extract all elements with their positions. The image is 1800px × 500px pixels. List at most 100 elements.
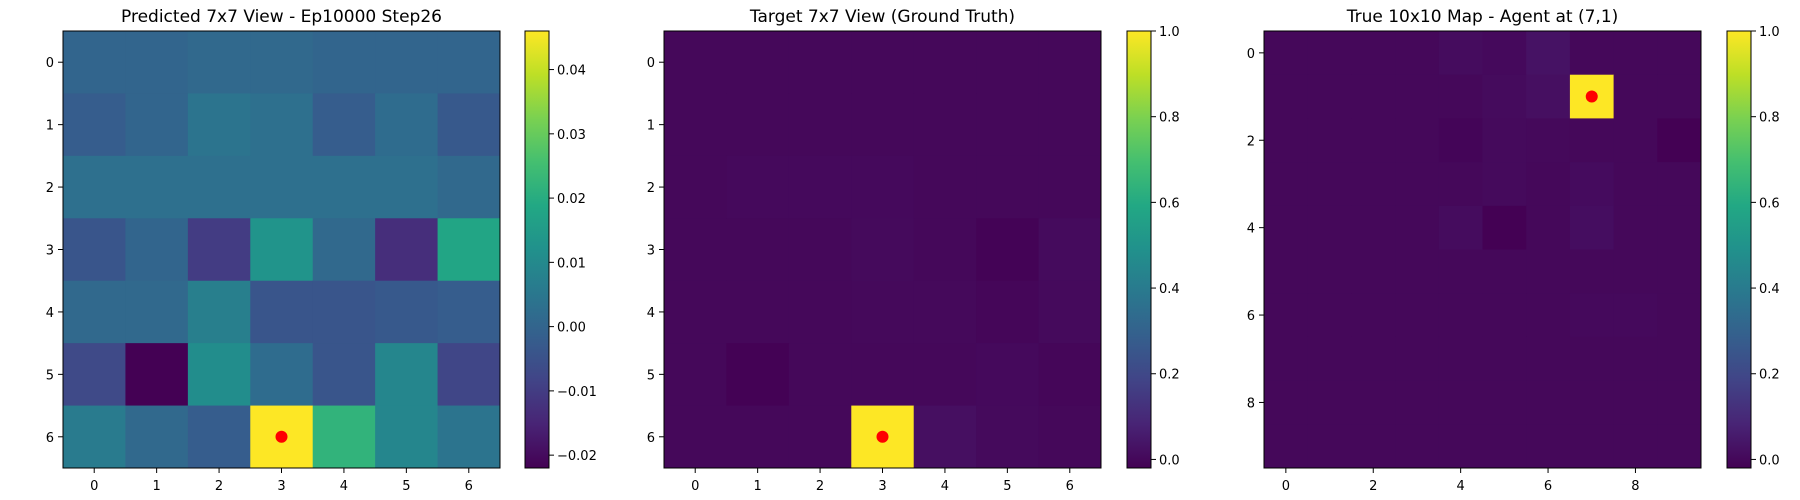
- heatmap-cell-r4-c1: [726, 280, 790, 344]
- y-tick-label: 5: [647, 368, 655, 383]
- panel-target: Target 7x7 View (Ground Truth) 0 1 2 3 4 5 6 0 1 2…: [647, 7, 1180, 494]
- colorbar-frame: [524, 30, 550, 469]
- heatmap-cell-r4-c4: [913, 280, 977, 344]
- heatmap-cell-r4-c1: [1307, 205, 1352, 250]
- heatmap-cell-r6-c3: [1395, 293, 1440, 338]
- heatmap-cell-r1-c4: [312, 93, 376, 157]
- heatmap-cell-r1-c9: [1657, 74, 1702, 119]
- heatmap-cell-r1-c2: [1351, 74, 1396, 119]
- heatmap-cell-r7-c2: [1351, 336, 1396, 382]
- heatmap-cell-r3-c0: [664, 218, 727, 282]
- heatmap-cell-r6-c2: [788, 405, 852, 469]
- heatmap-cell-r1-c6: [1526, 74, 1571, 119]
- heatmap-cell-r7-c1: [1307, 336, 1352, 382]
- heatmap-cell-r3-c2: [788, 218, 852, 282]
- heatmap-cell-r3-c4: [312, 218, 376, 282]
- colorbar-frame: [1726, 30, 1752, 469]
- heatmap-cell-r1-c0: [63, 93, 126, 157]
- heatmap-cell-r6-c1: [1307, 293, 1352, 338]
- x-tick-label: 1: [153, 479, 161, 494]
- heatmap-cell-r3-c0: [1264, 162, 1309, 207]
- y-tick-label: 4: [46, 306, 54, 321]
- heatmap-cell-r3-c1: [125, 218, 189, 282]
- heatmap-cell-r0-c3: [851, 31, 915, 94]
- heatmap-cell-r1-c0: [664, 93, 727, 157]
- heatmap-cell-r7-c7: [1569, 336, 1615, 382]
- heatmap-cell-r2-c1: [1307, 118, 1352, 163]
- heatmap-cell-r5-c4: [913, 343, 977, 407]
- heatmap-cell-r0-c6: [437, 31, 501, 94]
- heatmap-cell-r3-c3: [1395, 162, 1440, 207]
- y-tick-label: 0: [647, 56, 655, 71]
- heatmap-cell-r4-c2: [788, 280, 852, 344]
- heatmap-cell-r3-c3: [250, 218, 314, 282]
- heatmap-cell-r0-c5: [1482, 31, 1527, 76]
- heatmap-cell-r5-c2: [187, 343, 251, 407]
- heatmap-cell-r2-c4: [312, 155, 376, 219]
- heatmap-cell-r4-c5: [375, 280, 439, 344]
- heatmap-cell-r1-c0: [1264, 74, 1309, 119]
- heatmap-cell-r3-c5: [976, 218, 1040, 282]
- y-tick-label: 2: [647, 181, 655, 196]
- heatmap-cell-r3-c7: [1569, 162, 1615, 207]
- x-tick-label: 2: [1369, 479, 1377, 494]
- agent-marker: [876, 430, 889, 443]
- x-tick-label: 4: [1457, 479, 1465, 494]
- heatmap-cell-r3-c0: [63, 218, 126, 282]
- heatmap-cell-r6-c5: [976, 405, 1040, 469]
- colorbar: [1727, 31, 1751, 468]
- heatmap-cell-r0-c4: [913, 31, 977, 94]
- heatmap-cell-r9-c6: [1526, 424, 1571, 469]
- heatmap-cell-r6-c1: [125, 405, 189, 469]
- heatmap-cell-r5-c0: [63, 343, 126, 407]
- heatmap-cell-r3-c1: [726, 218, 790, 282]
- heatmap-cell-r8-c9: [1657, 380, 1702, 425]
- x-tick-label: 0: [1282, 479, 1290, 494]
- heatmap-cell-r9-c0: [1264, 424, 1309, 469]
- heatmap-cell-r0-c4: [312, 31, 376, 94]
- heatmap-cell-r2-c6: [1038, 155, 1102, 219]
- x-tick-label: 3: [878, 479, 886, 494]
- heatmap-cell-r9-c7: [1569, 424, 1615, 469]
- colorbar-tick-label: 0.01: [557, 256, 586, 271]
- heatmap-cell-r6-c6: [1038, 405, 1102, 469]
- heatmap-cell-r4-c0: [1264, 205, 1309, 250]
- colorbar-tick-label: −0.02: [557, 449, 597, 464]
- heatmap-cell-r4-c4: [1438, 205, 1483, 250]
- y-tick-label: 1: [46, 119, 54, 134]
- chart-title-predicted: Predicted 7x7 View - Ep10000 Step26: [121, 7, 442, 27]
- colorbar-tick-label: 0.0: [1159, 453, 1180, 468]
- heatmap-cell-r8-c6: [1526, 380, 1571, 425]
- heatmap-cell-r4-c0: [664, 280, 727, 344]
- heatmap-cell-r1-c5: [1482, 74, 1527, 119]
- heatmap-cell-r8-c2: [1351, 380, 1396, 425]
- x-tick-label: 0: [691, 479, 699, 494]
- heatmap-cell-r4-c2: [1351, 205, 1396, 250]
- heatmap-cell-r6-c4: [1438, 293, 1483, 338]
- heatmap-cell-r8-c7: [1569, 380, 1615, 425]
- colorbar-tick-label: 0.4: [1759, 282, 1780, 297]
- colorbar-tick-label: 0.00: [557, 321, 586, 336]
- x-tick-label: 5: [402, 479, 410, 494]
- heatmap-cell-r4-c7: [1569, 205, 1615, 250]
- heatmap-cell-r7-c6: [1526, 336, 1571, 382]
- heatmap-cell-r4-c5: [976, 280, 1040, 344]
- heatmap-cell-r6-c8: [1613, 293, 1658, 338]
- heatmap-cell-r2-c3: [851, 155, 915, 219]
- x-tick-label: 3: [277, 479, 285, 494]
- heatmap-cell-r1-c1: [125, 93, 189, 157]
- heatmap-cell-r0-c8: [1613, 31, 1658, 76]
- heatmap-cell-r2-c8: [1613, 118, 1658, 163]
- heatmap-cell-r0-c0: [1264, 31, 1309, 76]
- heatmap-cell-r1-c6: [437, 93, 501, 157]
- colorbar-tick-label: −0.01: [557, 385, 597, 400]
- colorbar: [525, 31, 549, 468]
- heatmap-cell-r6-c0: [1264, 293, 1309, 338]
- heatmap-cell-r2-c2: [788, 155, 852, 219]
- heatmap-cell-r5-c8: [1613, 249, 1658, 294]
- heatmap-cell-r1-c5: [976, 93, 1040, 157]
- heatmap-cell-r5-c6: [1526, 249, 1571, 294]
- heatmap-cell-r9-c1: [1307, 424, 1352, 469]
- heatmap-cell-r1-c5: [375, 93, 439, 157]
